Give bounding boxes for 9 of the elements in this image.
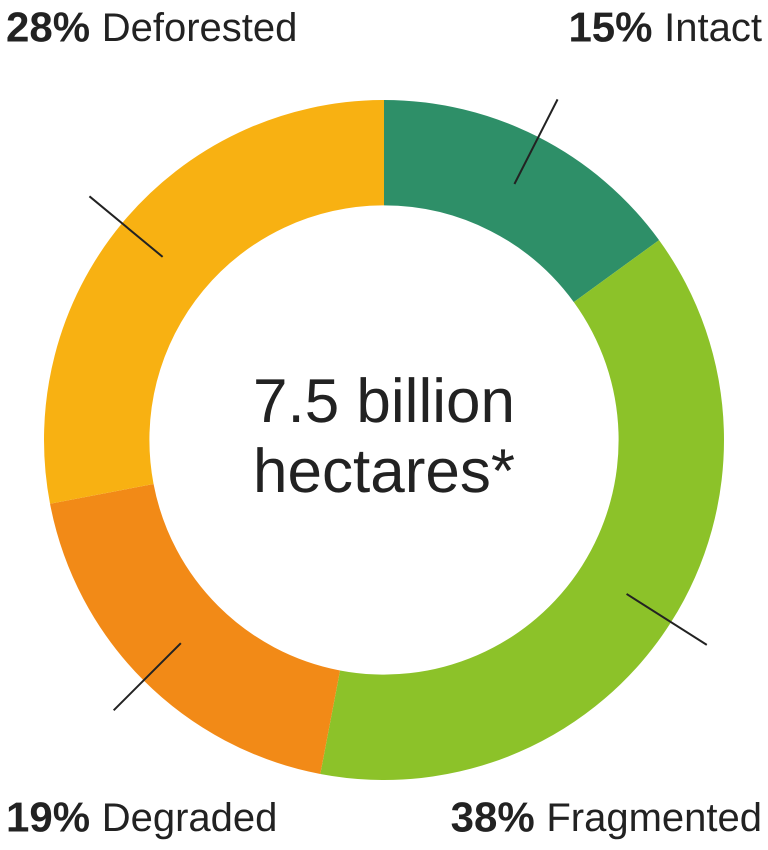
data-label: 38%: [450, 794, 535, 841]
slice-label: Fragmented: [546, 796, 762, 840]
slice-label: Degraded: [102, 796, 278, 840]
data-label: 15%: [568, 4, 652, 51]
text: 7.5 billion hectares*: [253, 367, 515, 506]
data-label: 28%: [6, 4, 90, 51]
data-label: 19%: [6, 794, 90, 841]
slice-label: Deforested: [102, 6, 298, 50]
slice-label: Intact: [664, 6, 762, 50]
